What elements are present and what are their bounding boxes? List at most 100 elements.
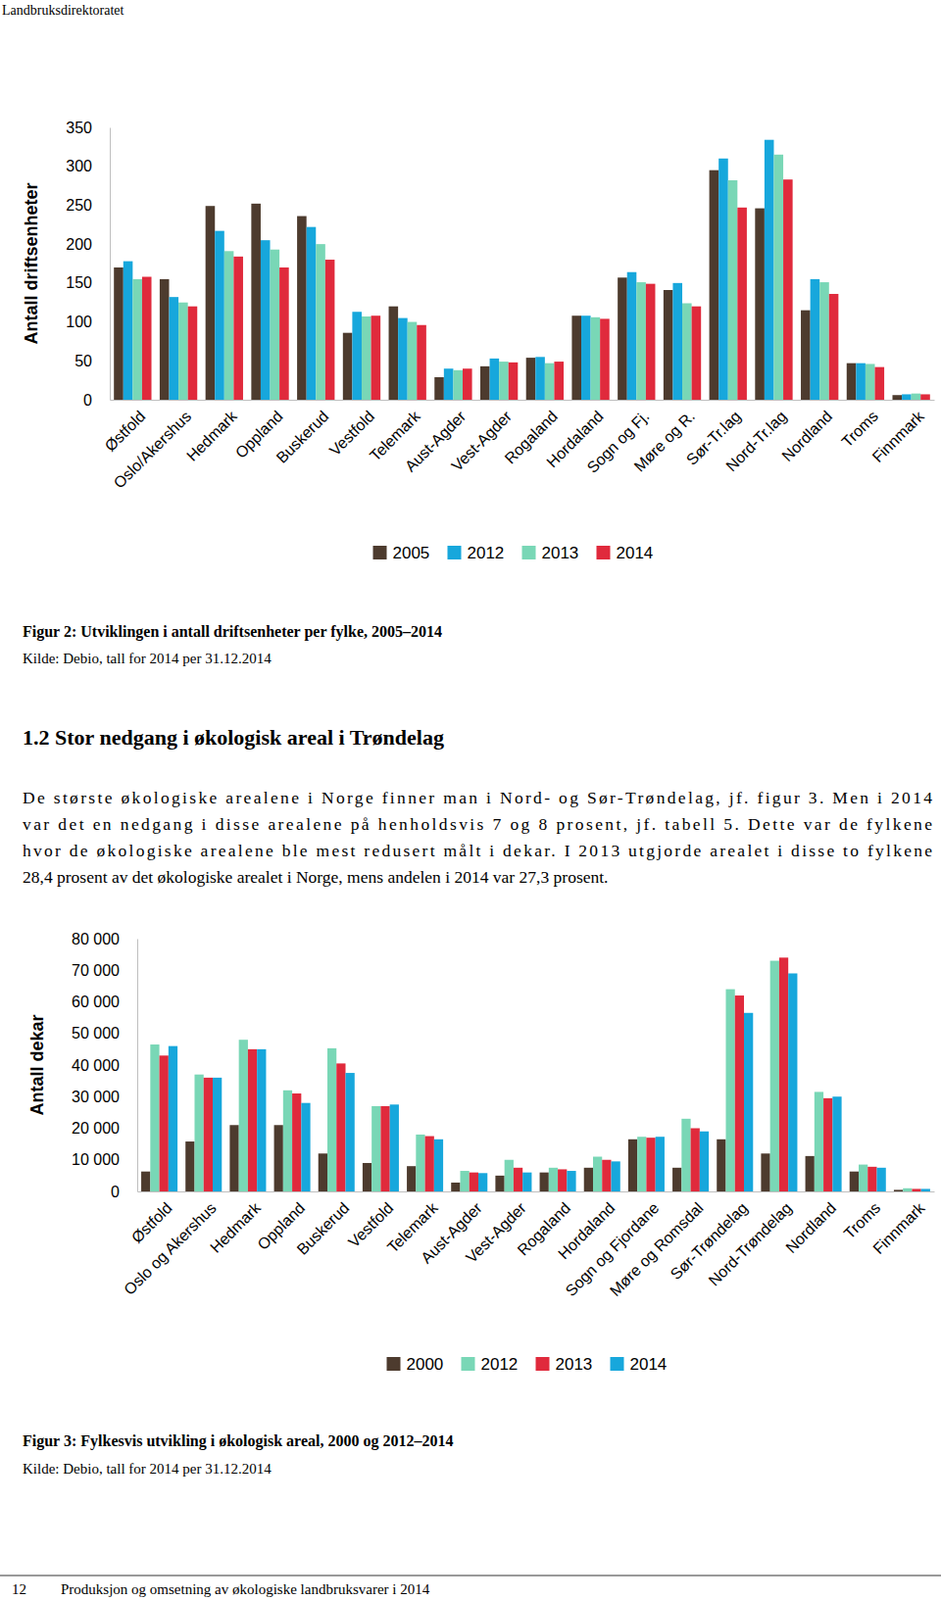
x-tick-label: Møre og R. xyxy=(631,407,699,476)
x-tick-label: Nordland xyxy=(782,1199,840,1257)
x-tick-label: Finnmark xyxy=(869,406,929,466)
bar xyxy=(540,1173,549,1192)
bar xyxy=(591,317,601,400)
figure-caption: Figur 2: Utviklingen i antall driftsenhe… xyxy=(22,623,443,642)
y-tick: 300 xyxy=(65,157,110,175)
bar xyxy=(829,294,840,400)
bar xyxy=(434,377,445,400)
x-tick: Møre og R. xyxy=(631,399,699,476)
bar xyxy=(557,1169,567,1192)
bar xyxy=(362,1163,372,1192)
bar xyxy=(260,240,271,400)
bar xyxy=(754,208,765,400)
bar xyxy=(581,315,592,400)
bar xyxy=(371,1106,381,1192)
legend-item: 2014 xyxy=(610,1355,668,1375)
y-tick: 70 000 xyxy=(71,962,138,980)
bar xyxy=(508,362,519,400)
x-tick-label: Oslo og Akershus xyxy=(120,1199,220,1299)
bar xyxy=(168,1046,178,1192)
bar xyxy=(169,297,180,400)
bar xyxy=(149,1044,159,1192)
bar xyxy=(371,315,382,400)
x-tick-label: Troms xyxy=(838,407,882,451)
bar xyxy=(406,1166,416,1192)
bar xyxy=(628,1139,638,1192)
bar xyxy=(504,1160,514,1192)
legend-label: 2014 xyxy=(630,1355,668,1375)
bar xyxy=(159,1055,169,1192)
x-tick: Finnmark xyxy=(869,1191,929,1258)
bar xyxy=(743,1013,753,1192)
legend-swatch xyxy=(447,545,462,560)
page: Landbruksdirektoratet0501001502002503003… xyxy=(0,0,941,1600)
y-tick: 50 xyxy=(74,352,110,370)
bar xyxy=(325,259,336,400)
bar xyxy=(425,1137,435,1192)
y-tick-label: 10 000 xyxy=(71,1151,120,1169)
y-tick-label: 50 xyxy=(74,352,93,370)
legend-label: 2005 xyxy=(393,544,431,563)
bar xyxy=(250,203,261,400)
x-tick: Oslo og Akershus xyxy=(120,1191,220,1299)
y-tick-label: 50 000 xyxy=(71,1025,120,1042)
legend-item: 2013 xyxy=(536,1355,594,1375)
bar xyxy=(601,1160,611,1192)
y-tick: 0 xyxy=(110,1184,138,1201)
section-heading: 1.2 Stor nedgang i økologisk areal i Trø… xyxy=(22,725,445,750)
x-tick: Nord-Trøndelag xyxy=(705,1191,795,1290)
bar xyxy=(132,279,143,400)
legend-swatch xyxy=(373,545,388,560)
bar xyxy=(229,1125,239,1192)
bar xyxy=(920,394,931,400)
bar xyxy=(380,1106,390,1192)
bars xyxy=(113,140,931,400)
y-tick: 50 000 xyxy=(71,1025,138,1042)
bar xyxy=(645,1138,655,1192)
y-tick-label: 70 000 xyxy=(71,962,120,980)
bar xyxy=(846,363,857,400)
y-tick-label: 150 xyxy=(65,274,93,292)
x-tick: Buskerud xyxy=(294,1191,353,1259)
bar xyxy=(779,957,789,1192)
bar xyxy=(450,1183,460,1192)
x-tick: Buskerud xyxy=(273,399,333,467)
bar xyxy=(462,368,473,400)
bar xyxy=(416,325,427,400)
bar xyxy=(346,1073,355,1192)
bar-series xyxy=(142,179,931,400)
bar-series xyxy=(132,154,921,400)
y-tick: 200 xyxy=(65,236,110,253)
x-tick-label: Oslo/Akershus xyxy=(110,407,196,493)
bar xyxy=(681,1119,691,1192)
bar xyxy=(205,205,216,400)
bar xyxy=(544,363,555,400)
bar-series xyxy=(123,140,912,400)
y-tick: 0 xyxy=(83,392,110,409)
bar xyxy=(865,363,876,400)
x-axis: ØstfoldOslo/AkershusHedmarkOpplandBusker… xyxy=(101,399,936,493)
bar xyxy=(593,1157,602,1192)
bar xyxy=(672,1168,682,1192)
bar xyxy=(636,282,646,400)
bar xyxy=(810,279,821,400)
bar xyxy=(874,367,885,400)
legend-label: 2013 xyxy=(555,1355,594,1375)
bar-series xyxy=(113,170,902,400)
y-tick-label: 350 xyxy=(65,119,93,137)
y-tick-label: 0 xyxy=(110,1184,120,1201)
paragraph-line: var det en nedgang i disse arealene på h… xyxy=(22,814,933,835)
x-tick: Hedmark xyxy=(183,399,242,465)
bar xyxy=(306,227,317,400)
x-tick-label: Vest-Agder xyxy=(462,1199,530,1267)
bar xyxy=(637,1137,646,1192)
x-axis-line xyxy=(110,399,936,401)
chart: 050100150200250300350ØstfoldOslo/Akershu… xyxy=(21,119,936,667)
bar xyxy=(725,990,735,1192)
x-tick: Finnmark xyxy=(869,399,929,466)
bar xyxy=(336,1063,346,1192)
chart: 010 00020 00030 00040 00050 00060 00070 … xyxy=(22,931,936,1478)
y-tick: 350 xyxy=(65,119,110,137)
page-body: { "header": "Landbruksdirektoratet", "ch… xyxy=(0,0,941,1600)
bar xyxy=(773,154,784,400)
